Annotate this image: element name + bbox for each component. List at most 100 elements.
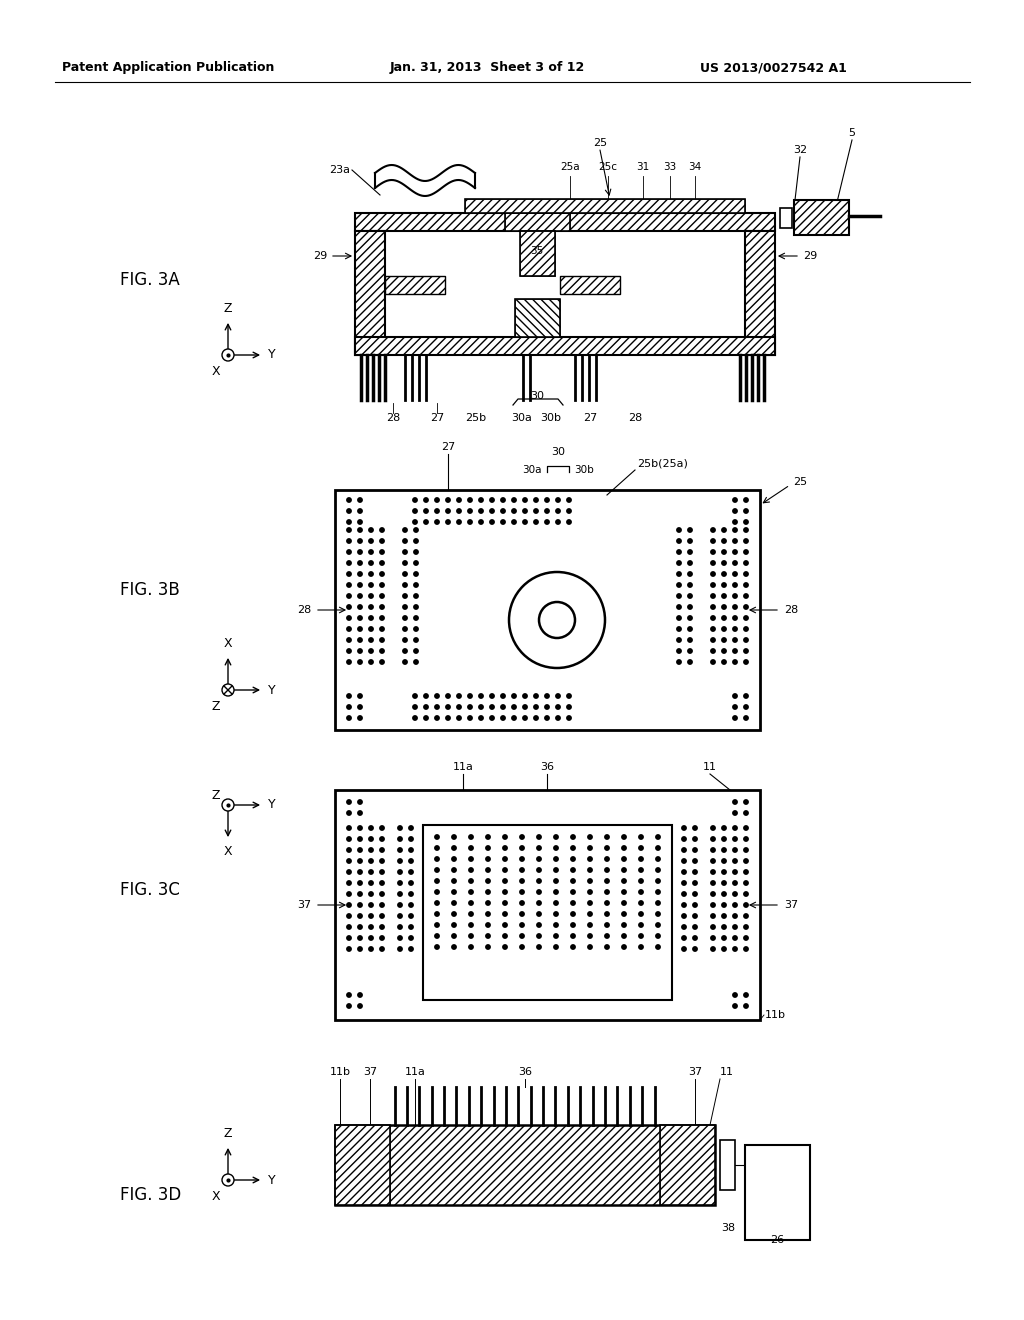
Circle shape	[380, 837, 384, 841]
Text: X: X	[223, 845, 232, 858]
Text: 30a: 30a	[512, 413, 532, 422]
Circle shape	[639, 846, 643, 850]
Circle shape	[397, 936, 402, 940]
Bar	[505, 213, 570, 231]
Circle shape	[733, 913, 737, 919]
Circle shape	[357, 550, 362, 554]
Circle shape	[539, 602, 575, 638]
Text: 27: 27	[430, 413, 444, 422]
Circle shape	[357, 993, 362, 997]
Circle shape	[397, 903, 402, 907]
Bar	[720, 1140, 735, 1191]
Circle shape	[347, 539, 351, 544]
Circle shape	[347, 694, 351, 698]
Circle shape	[655, 923, 660, 927]
Circle shape	[520, 912, 524, 916]
Circle shape	[682, 892, 686, 896]
Circle shape	[347, 508, 351, 513]
Circle shape	[743, 925, 749, 929]
Circle shape	[397, 870, 402, 874]
Circle shape	[452, 900, 457, 906]
Circle shape	[677, 550, 681, 554]
Circle shape	[380, 583, 384, 587]
Circle shape	[369, 892, 373, 896]
Circle shape	[733, 892, 737, 896]
Circle shape	[414, 572, 418, 577]
Circle shape	[435, 900, 439, 906]
Circle shape	[688, 550, 692, 554]
Text: Jan. 31, 2013  Sheet 3 of 12: Jan. 31, 2013 Sheet 3 of 12	[390, 62, 586, 74]
Circle shape	[682, 925, 686, 929]
Circle shape	[556, 508, 560, 513]
Circle shape	[677, 660, 681, 664]
Circle shape	[722, 550, 726, 554]
Bar	[560, 276, 620, 294]
Circle shape	[567, 694, 571, 698]
Circle shape	[380, 528, 384, 532]
Text: X: X	[211, 1191, 220, 1203]
Circle shape	[605, 890, 609, 894]
Circle shape	[347, 826, 351, 830]
Circle shape	[688, 539, 692, 544]
Circle shape	[743, 583, 749, 587]
Circle shape	[468, 705, 472, 709]
Text: 25b: 25b	[466, 413, 486, 422]
Circle shape	[397, 826, 402, 830]
Circle shape	[369, 903, 373, 907]
Circle shape	[347, 936, 351, 940]
Circle shape	[639, 945, 643, 949]
Circle shape	[733, 498, 737, 502]
Circle shape	[357, 638, 362, 643]
Circle shape	[537, 846, 542, 850]
Circle shape	[743, 826, 749, 830]
Text: 30a: 30a	[522, 465, 542, 475]
Circle shape	[722, 528, 726, 532]
Text: 25c: 25c	[598, 162, 617, 172]
Circle shape	[457, 498, 461, 502]
Circle shape	[409, 880, 414, 886]
Circle shape	[402, 638, 408, 643]
Circle shape	[688, 528, 692, 532]
Circle shape	[357, 837, 362, 841]
Circle shape	[733, 520, 737, 524]
Circle shape	[556, 694, 560, 698]
Circle shape	[693, 946, 697, 952]
Circle shape	[452, 879, 457, 883]
Circle shape	[347, 528, 351, 532]
Circle shape	[570, 834, 575, 840]
Circle shape	[711, 892, 715, 896]
Circle shape	[380, 826, 384, 830]
Circle shape	[743, 594, 749, 598]
Circle shape	[485, 890, 490, 894]
Circle shape	[733, 572, 737, 577]
Circle shape	[380, 913, 384, 919]
Circle shape	[520, 879, 524, 883]
Circle shape	[743, 993, 749, 997]
Circle shape	[435, 923, 439, 927]
Circle shape	[435, 867, 439, 873]
Circle shape	[588, 923, 592, 927]
Circle shape	[469, 834, 473, 840]
Circle shape	[357, 616, 362, 620]
Circle shape	[520, 890, 524, 894]
Circle shape	[457, 715, 461, 721]
Circle shape	[655, 933, 660, 939]
Bar	[515, 300, 560, 337]
Circle shape	[369, 946, 373, 952]
Circle shape	[743, 913, 749, 919]
Circle shape	[733, 583, 737, 587]
Text: 11a: 11a	[404, 1067, 425, 1077]
Circle shape	[743, 498, 749, 502]
Circle shape	[722, 859, 726, 863]
Circle shape	[722, 837, 726, 841]
Circle shape	[688, 594, 692, 598]
Circle shape	[380, 539, 384, 544]
Circle shape	[743, 1003, 749, 1008]
Circle shape	[501, 508, 505, 513]
Circle shape	[357, 859, 362, 863]
Text: Patent Application Publication: Patent Application Publication	[62, 62, 274, 74]
Circle shape	[397, 946, 402, 952]
Circle shape	[545, 715, 549, 721]
Circle shape	[693, 925, 697, 929]
Circle shape	[588, 945, 592, 949]
